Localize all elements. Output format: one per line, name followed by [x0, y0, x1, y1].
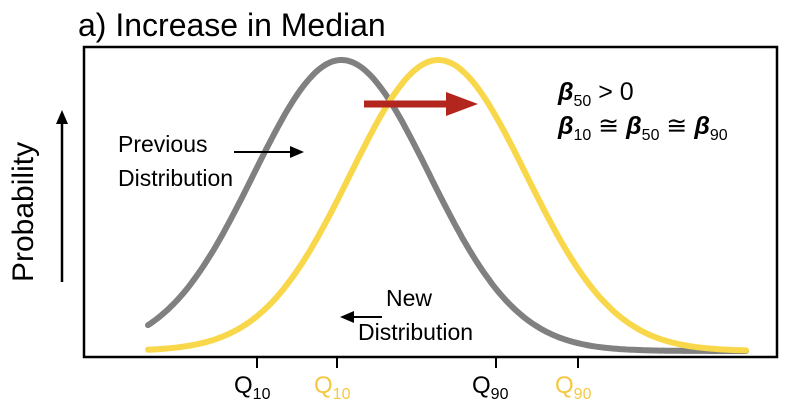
figure-title: a) Increase in Median [78, 7, 386, 43]
label-previous-q10: Q10 [234, 372, 271, 403]
equation-median-shift: β50 > 0 [557, 78, 634, 110]
label-new-q90: Q90 [555, 372, 592, 403]
y-axis-arrow [56, 110, 68, 282]
previous-distribution-label-line1: Previous [118, 131, 207, 157]
y-axis-label: Probability [7, 142, 40, 282]
label-previous-q90: Q90 [472, 372, 509, 403]
new-distribution-label-line1: New [386, 285, 432, 311]
new-distribution-curve [145, 57, 749, 354]
median-shift-arrow [364, 92, 478, 116]
label-new-q10: Q10 [314, 372, 351, 403]
equation-equal-coefficients: β10 ≅ β50 ≅ β90 [557, 112, 728, 144]
previous-distribution-label-line2: Distribution [118, 165, 233, 191]
previous-pointer-arrow [234, 146, 304, 158]
previous-distribution-curve [145, 57, 749, 354]
new-distribution-label-line2: Distribution [358, 319, 473, 345]
plot-frame [82, 45, 779, 359]
new-pointer-arrow [340, 311, 382, 323]
